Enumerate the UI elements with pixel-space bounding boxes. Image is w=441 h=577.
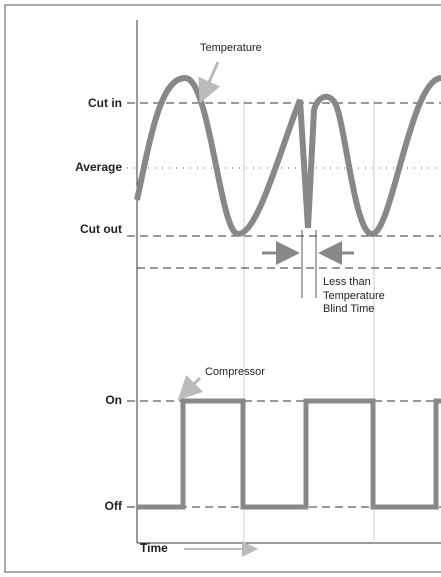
compressor-label: Compressor	[205, 366, 265, 378]
on-label: On	[105, 393, 122, 407]
blind-time-label: Temperature	[323, 290, 385, 302]
cut-in-label: Cut in	[88, 96, 122, 110]
blind-time-markers	[301, 230, 317, 298]
temperature-label: Temperature	[200, 42, 262, 54]
compressor-pointer	[177, 374, 204, 401]
blind-time-label: Less than	[323, 276, 371, 288]
cut-out-label: Cut out	[80, 222, 122, 236]
time-label: Time	[140, 541, 168, 555]
temperature-curve	[134, 74, 441, 238]
off-label: Off	[105, 499, 123, 513]
level-lines	[127, 102, 441, 508]
frame	[4, 4, 441, 573]
average-label: Average	[75, 160, 122, 174]
blind-time-label: Blind Time	[323, 303, 374, 315]
temperature-pointer	[198, 61, 221, 104]
compressor-curve	[137, 398, 441, 510]
